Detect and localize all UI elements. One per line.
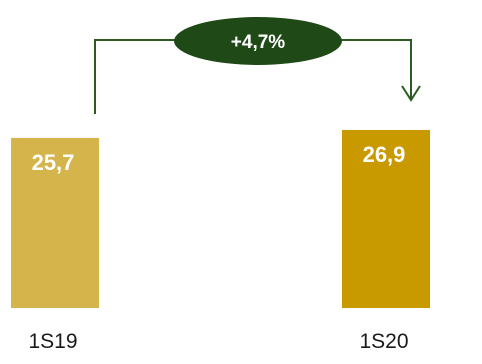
value-label-1S20: 26,9	[363, 142, 406, 167]
arrow-down-icon	[401, 85, 421, 102]
bar-1S20	[342, 129, 430, 308]
bars-group	[11, 129, 430, 308]
change-badge	[174, 17, 342, 65]
value-label-1S19: 25,7	[32, 150, 75, 175]
labels-group: 25,7 1S19 26,9 1S20	[28, 142, 408, 353]
change-badge-group: +4,7%	[174, 17, 342, 65]
category-label-1S20: 1S20	[359, 330, 408, 353]
category-label-1S19: 1S19	[28, 330, 77, 353]
bar-1S19	[11, 137, 99, 308]
change-badge-label: +4,7%	[231, 32, 286, 53]
